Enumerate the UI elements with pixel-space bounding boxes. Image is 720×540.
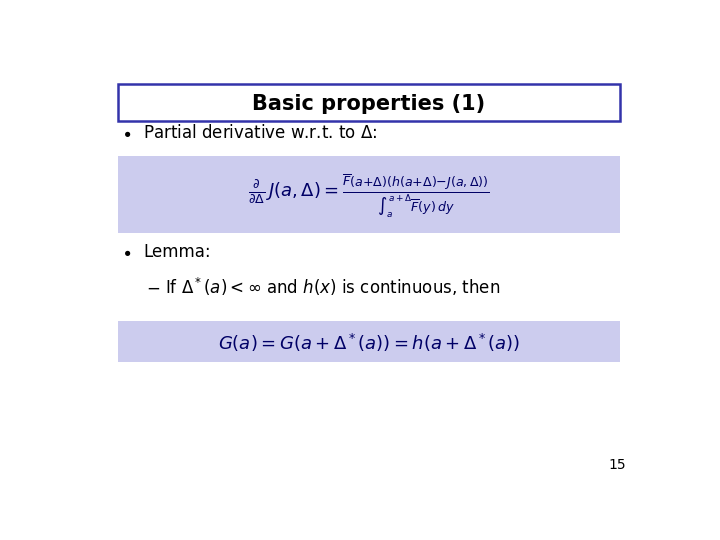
- FancyBboxPatch shape: [118, 84, 620, 121]
- Text: $-$: $-$: [145, 278, 160, 296]
- Text: $\bullet$: $\bullet$: [121, 243, 131, 261]
- Text: Lemma:: Lemma:: [143, 243, 211, 261]
- Text: 15: 15: [608, 458, 626, 472]
- Text: If $\Delta^*(a) < \infty$ and $h(x)$ is continuous, then: If $\Delta^*(a) < \infty$ and $h(x)$ is …: [166, 276, 500, 298]
- FancyBboxPatch shape: [118, 321, 620, 362]
- Text: Partial derivative w.r.t. to $\Delta$:: Partial derivative w.r.t. to $\Delta$:: [143, 124, 377, 143]
- Text: $\bullet$: $\bullet$: [121, 124, 131, 143]
- FancyBboxPatch shape: [118, 156, 620, 233]
- Text: Basic properties (1): Basic properties (1): [253, 94, 485, 114]
- Text: $G(a) = G(a+\Delta^*(a)) = h(a+\Delta^*(a))$: $G(a) = G(a+\Delta^*(a)) = h(a+\Delta^*(…: [218, 332, 520, 354]
- Text: $\frac{\partial}{\partial \Delta}\,J(a,\Delta)=\frac{\overline{F}(a{+}\Delta)(h(: $\frac{\partial}{\partial \Delta}\,J(a,\…: [248, 172, 490, 220]
